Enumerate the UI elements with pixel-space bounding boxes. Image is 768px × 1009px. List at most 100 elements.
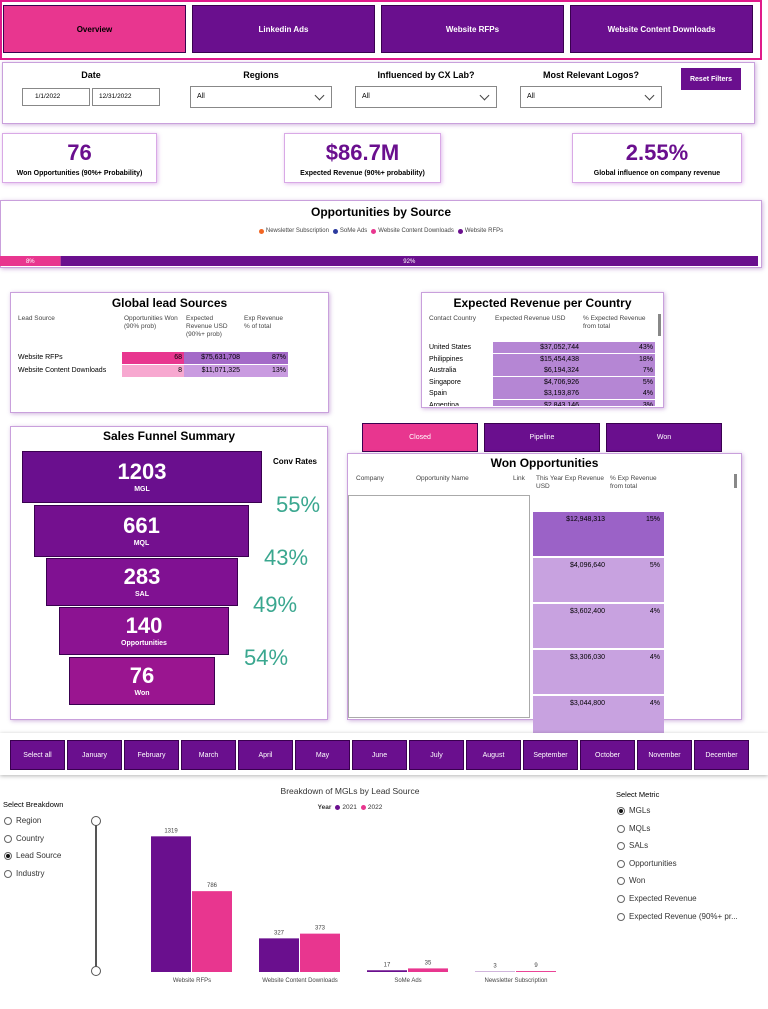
tab[interactable]: Linkedin Ads bbox=[192, 5, 375, 53]
month-button[interactable]: March bbox=[181, 740, 236, 770]
radio-button[interactable] bbox=[4, 852, 12, 860]
radio-label[interactable]: Industry bbox=[16, 868, 45, 878]
month-button[interactable]: January bbox=[67, 740, 122, 770]
radio-button[interactable] bbox=[4, 817, 12, 825]
dropdown[interactable]: All bbox=[520, 86, 662, 108]
bar bbox=[408, 968, 448, 972]
bar bbox=[300, 933, 340, 972]
table-cell: $12,948,313 bbox=[566, 516, 605, 523]
slider-handle[interactable] bbox=[91, 966, 101, 976]
legend-label: SoMe Ads bbox=[339, 228, 368, 234]
table-header: Company bbox=[356, 475, 384, 482]
filter-label: Influenced by CX Lab? bbox=[377, 70, 475, 80]
month-button[interactable]: Select all bbox=[10, 740, 65, 770]
stage-label: SAL bbox=[135, 591, 149, 598]
table-cell: 13% bbox=[242, 365, 288, 377]
bar-area: 8% 92% bbox=[0, 256, 758, 266]
value-label: 373 bbox=[315, 926, 326, 932]
radio-label[interactable]: SALs bbox=[629, 841, 649, 851]
month-button[interactable]: September bbox=[523, 740, 578, 770]
table-cell: $4,706,926 bbox=[493, 376, 581, 388]
empty-area bbox=[348, 495, 530, 718]
radio-label[interactable]: MQLs bbox=[629, 823, 651, 833]
status-button[interactable]: Won bbox=[606, 423, 722, 452]
kpi-card: 2.55% Global influence on company revenue bbox=[572, 133, 742, 183]
scrollbar bbox=[658, 314, 661, 336]
radio-button[interactable] bbox=[617, 824, 625, 833]
radio-label[interactable]: Region bbox=[16, 816, 42, 825]
slider-track bbox=[95, 821, 97, 971]
table-body: United States $37,052,744 43% Philippines $1… bbox=[421, 342, 661, 406]
month-button[interactable]: October bbox=[580, 740, 635, 770]
x-tick-label: Newsletter Subscription bbox=[484, 978, 547, 984]
stage-label: Opportunities bbox=[121, 640, 167, 647]
value-label: 35 bbox=[425, 960, 432, 966]
table-cell: $15,454,438 bbox=[493, 353, 581, 365]
table-cell: United States bbox=[429, 344, 472, 351]
stage-value: 140 bbox=[125, 613, 163, 638]
table-cell: 4% bbox=[581, 388, 655, 399]
month-button[interactable]: February bbox=[124, 740, 179, 770]
table-cell: Spain bbox=[429, 390, 447, 397]
table-title: Expected Revenue per Country bbox=[453, 296, 632, 310]
tab[interactable]: Overview bbox=[3, 5, 186, 53]
table-cell: $6,194,324 bbox=[493, 365, 581, 376]
table-cell: Argentina bbox=[429, 401, 459, 407]
status-button[interactable]: Closed bbox=[362, 423, 478, 452]
radio-button[interactable] bbox=[617, 912, 625, 921]
month-button[interactable]: June bbox=[352, 740, 407, 770]
reset-button[interactable]: Reset Filters bbox=[681, 68, 741, 90]
date-input[interactable]: 12/31/2022 bbox=[92, 88, 160, 106]
radio-button[interactable] bbox=[617, 842, 625, 851]
conv-rate: 49% bbox=[253, 592, 298, 617]
kpi-card: $86.7M Expected Revenue (90%+ probability… bbox=[284, 133, 441, 183]
table-cell: $3,306,030 bbox=[569, 654, 605, 661]
legend-title: Year bbox=[317, 803, 332, 811]
scrollbar bbox=[734, 474, 737, 488]
month-button[interactable]: December bbox=[694, 740, 749, 770]
dropdown[interactable]: All bbox=[190, 86, 332, 108]
radio-label[interactable]: Won bbox=[629, 876, 646, 886]
value-label: 327 bbox=[274, 930, 285, 936]
x-tick-label: Website Content Downloads bbox=[262, 978, 338, 984]
month-button[interactable]: May bbox=[295, 740, 350, 770]
radio-label[interactable]: MGLs bbox=[629, 806, 651, 815]
radio-button[interactable] bbox=[617, 895, 625, 903]
radio-button[interactable] bbox=[4, 834, 12, 843]
radio-title: Select Breakdown bbox=[3, 800, 64, 809]
stage-label: Won bbox=[134, 690, 150, 697]
radio-button[interactable] bbox=[617, 877, 625, 886]
conv-title: Conv Rates bbox=[272, 457, 317, 466]
table-header: % Expected Revenue from total bbox=[583, 315, 646, 330]
status-button[interactable]: Pipeline bbox=[484, 423, 600, 452]
radio-label[interactable]: Expected Revenue (90%+ pr... bbox=[629, 911, 738, 921]
legend-label: 2021 bbox=[342, 803, 357, 811]
table-cell: 7% bbox=[581, 365, 655, 376]
radio-button[interactable] bbox=[617, 807, 625, 815]
month-button[interactable]: August bbox=[466, 740, 521, 770]
radio-label[interactable]: Opportunities bbox=[629, 858, 677, 868]
radio-label[interactable]: Expected Revenue bbox=[629, 894, 697, 903]
dropdown[interactable]: All bbox=[355, 86, 497, 108]
value-label: 1319 bbox=[164, 828, 178, 834]
value-label: 92% bbox=[403, 259, 416, 265]
table-cell: Website RFPs bbox=[18, 354, 63, 361]
legend-item: Website RFPs bbox=[457, 228, 503, 234]
tab[interactable]: Website Content Downloads bbox=[570, 5, 753, 53]
tab[interactable]: Website RFPs bbox=[381, 5, 564, 53]
legend-label: 2022 bbox=[367, 803, 383, 811]
slider-handle[interactable] bbox=[91, 816, 101, 826]
table-cell: $2,843,146 bbox=[493, 399, 581, 406]
x-tick-label: Website RFPs bbox=[173, 978, 211, 984]
radio-label[interactable]: Country bbox=[16, 833, 45, 843]
month-button[interactable]: November bbox=[637, 740, 692, 770]
radio-button[interactable] bbox=[4, 869, 12, 878]
radio-button[interactable] bbox=[617, 859, 625, 868]
bar bbox=[516, 971, 556, 972]
month-button[interactable]: April bbox=[238, 740, 293, 770]
radio-label[interactable]: Lead Source bbox=[16, 851, 62, 860]
table-header: % Exp Revenue from total bbox=[610, 475, 657, 490]
month-button[interactable]: July bbox=[409, 740, 464, 770]
date-input[interactable]: 1/1/2022 bbox=[22, 88, 90, 106]
